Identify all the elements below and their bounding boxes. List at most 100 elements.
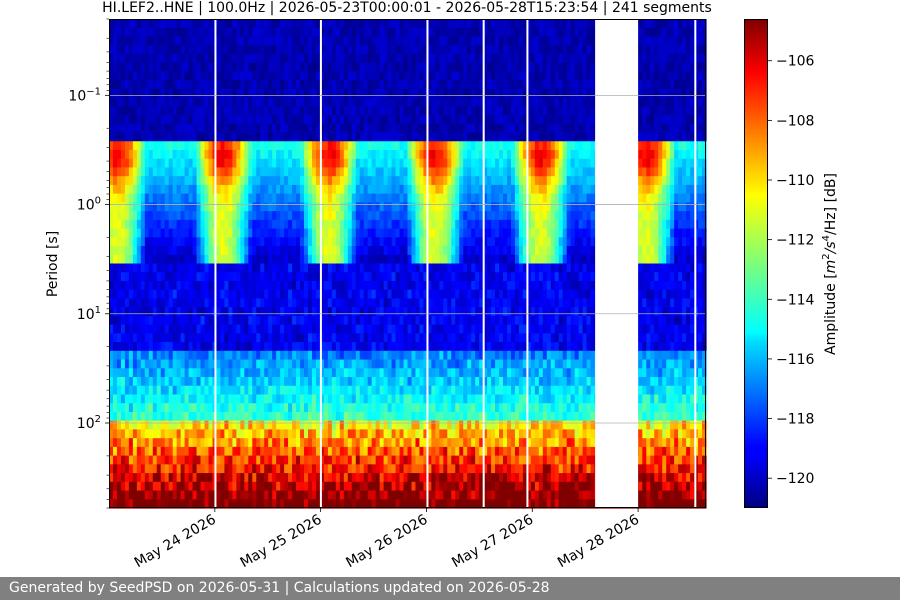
heatmap-cell [204,377,210,387]
heatmap-cell [124,368,130,378]
heatmap-cell [268,307,273,317]
heatmap-cell [288,149,293,160]
heatmap-cell [260,499,265,509]
heatmap-cell [455,184,460,195]
heatmap-cell [455,464,460,474]
heatmap-cell [128,88,134,99]
heatmap-cell [423,315,428,326]
heatmap-cell [351,80,357,90]
heatmap-cell [268,193,273,203]
heatmap-cell [319,446,325,457]
heatmap-cell [244,438,249,448]
heatmap-cell [435,123,440,134]
heatmap-cell [188,342,194,352]
heatmap-cell [264,219,269,230]
heatmap-cell [288,490,293,500]
heatmap-cell [355,237,361,247]
heatmap-cell [419,359,425,369]
heatmap-cell [451,132,456,142]
heatmap-cell [331,158,337,169]
heatmap-cell [144,193,150,203]
heatmap-cell [204,62,210,72]
heatmap-cell [200,490,206,500]
heatmap-cell [292,158,297,169]
heatmap-cell [276,429,281,439]
heatmap-cell [188,368,194,378]
heatmap-cell [327,315,333,326]
heatmap-cell [331,53,337,64]
heatmap-cell [319,141,325,151]
heatmap-cell [319,202,325,212]
heatmap-cell [423,228,428,238]
heatmap-cell [343,88,349,99]
heatmap-cell [188,158,194,169]
heatmap-cell [347,184,353,195]
heatmap-cell [304,473,309,483]
heatmap-cell [112,88,118,99]
heatmap-cell [136,132,142,142]
heatmap-cell [359,246,365,256]
heatmap-cell [355,254,361,265]
heatmap-cell [435,385,440,396]
heatmap-cell [196,237,202,247]
heatmap-cell [451,377,456,387]
heatmap-cell [359,62,365,72]
heatmap-cell [363,272,369,282]
heatmap-cell [224,228,229,238]
heatmap-cell [128,193,134,203]
heatmap-cell [292,176,297,186]
heatmap-cell [359,307,365,317]
heatmap-cell [288,123,293,134]
heatmap-cell [244,394,249,404]
heatmap-cell [188,106,194,116]
heatmap-cell [343,385,349,396]
heatmap-cell [168,132,174,142]
heatmap-cell [327,272,333,282]
heatmap-cell [292,45,297,55]
heatmap-cell [375,481,381,492]
heatmap-cell [160,420,166,431]
heatmap-cell [284,272,289,282]
heatmap-cell [451,342,456,352]
heatmap-cell [216,228,222,238]
heatmap-cell [292,315,297,326]
heatmap-cell [252,350,257,361]
heatmap-cell [355,149,361,160]
heatmap-cell [383,368,389,378]
heatmap-cell [327,324,333,334]
heatmap-cell [228,106,233,116]
heatmap-cell [164,272,170,282]
heatmap-cell [264,202,269,212]
heatmap-cell [296,411,301,422]
heatmap-cell [431,377,436,387]
heatmap-cell [311,333,317,343]
heatmap-cell [319,385,325,396]
heatmap-cell [168,280,174,291]
heatmap-cell [355,106,361,116]
heatmap-cell [192,36,198,46]
heatmap-cell [347,237,353,247]
heatmap-cell [232,141,237,151]
heatmap-cell [232,263,237,273]
heatmap-cell [196,377,202,387]
heatmap-cell [136,263,142,273]
heatmap-cell [220,176,226,186]
heatmap-cell [180,298,186,308]
heatmap-cell [367,455,373,465]
heatmap-cell [323,149,329,160]
heatmap-cell [188,455,194,465]
heatmap-cell [236,53,241,64]
heatmap-cell [308,272,313,282]
heatmap-cell [176,97,182,107]
heatmap-cell [363,211,369,221]
heatmap-cell [224,289,229,300]
heatmap-cell [156,141,162,151]
heatmap-cell [327,115,333,125]
heatmap-cell [455,123,460,134]
heatmap-cell [363,263,369,273]
heatmap-cell [184,280,190,291]
heatmap-cell [383,464,389,474]
heatmap-cell [403,149,409,160]
heatmap-cell [160,149,166,160]
heatmap-cell [260,333,265,343]
